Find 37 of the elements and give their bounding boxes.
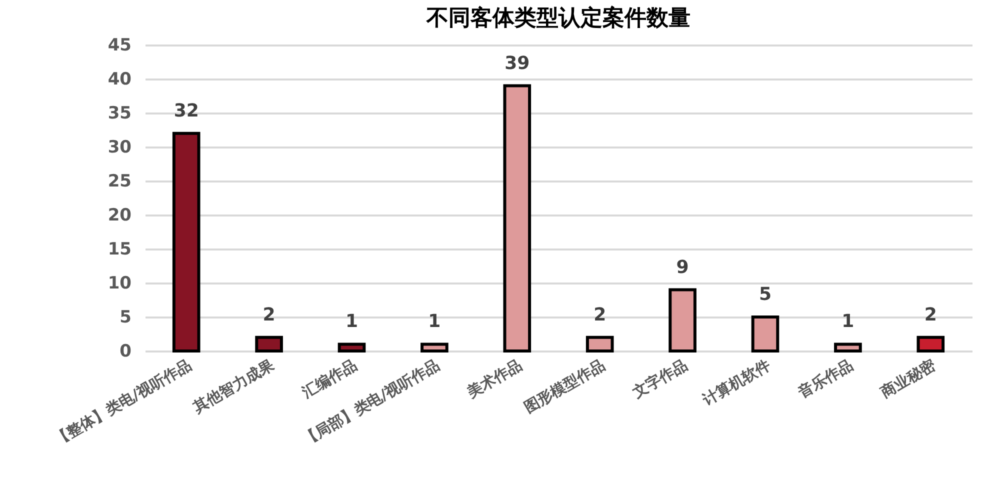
data-label: 1 bbox=[842, 311, 854, 332]
y-tick-label: 35 bbox=[108, 104, 132, 124]
y-tick-label: 45 bbox=[108, 36, 132, 56]
bar bbox=[503, 84, 532, 352]
data-label: 1 bbox=[428, 311, 441, 332]
y-tick-label: 20 bbox=[108, 206, 132, 226]
data-label: 5 bbox=[758, 284, 772, 305]
bar bbox=[668, 288, 696, 352]
bar bbox=[338, 342, 366, 352]
y-tick-label: 40 bbox=[108, 70, 132, 90]
data-label: 1 bbox=[345, 311, 358, 332]
bar bbox=[420, 342, 448, 352]
data-label: 2 bbox=[594, 304, 606, 326]
data-label: 39 bbox=[504, 52, 530, 74]
x-tick-label: 文字作品 bbox=[628, 356, 691, 402]
y-tick-label: 30 bbox=[108, 138, 132, 158]
data-label: 32 bbox=[174, 100, 199, 122]
data-label: 2 bbox=[924, 304, 937, 326]
bar bbox=[751, 316, 780, 352]
x-tick-label: 美术作品 bbox=[463, 356, 526, 402]
bar bbox=[586, 336, 614, 352]
data-label: 9 bbox=[676, 256, 689, 278]
chart-title: 不同客体类型认定案件数量 bbox=[426, 5, 690, 31]
y-tick-label: 10 bbox=[108, 274, 132, 294]
bar bbox=[916, 336, 945, 352]
y-tick-label: 0 bbox=[120, 342, 132, 362]
x-tick-label: 计算机软件 bbox=[698, 356, 774, 410]
data-label: 2 bbox=[262, 304, 276, 326]
x-tick-label: 音乐作品 bbox=[794, 356, 856, 402]
y-tick-label: 5 bbox=[120, 308, 132, 328]
x-tick-label: 汇编作品 bbox=[298, 356, 360, 402]
bar bbox=[834, 342, 862, 352]
bar bbox=[255, 336, 283, 352]
bar bbox=[172, 132, 200, 352]
y-tick-label: 25 bbox=[108, 172, 132, 192]
x-tick-label: 商业秘密 bbox=[876, 355, 940, 402]
y-tick-label: 15 bbox=[108, 240, 132, 260]
